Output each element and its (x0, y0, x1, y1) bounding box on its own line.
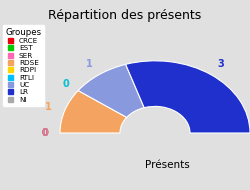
Text: 1: 1 (45, 102, 52, 112)
Wedge shape (126, 61, 250, 133)
Legend: CRCE, EST, SER, RDSE, RDPI, RTLI, UC, LR, NI: CRCE, EST, SER, RDSE, RDPI, RTLI, UC, LR… (2, 25, 44, 106)
Wedge shape (60, 91, 127, 133)
Text: Répartition des présents: Répartition des présents (48, 9, 202, 22)
Wedge shape (78, 64, 144, 117)
Text: 0: 0 (42, 128, 48, 138)
Text: 0: 0 (63, 79, 70, 89)
Text: 1: 1 (86, 59, 92, 69)
Text: 0: 0 (42, 128, 48, 138)
Text: 3: 3 (218, 59, 224, 69)
Text: 0: 0 (42, 128, 48, 138)
Text: Présents: Présents (145, 160, 190, 170)
Text: 0: 0 (63, 79, 70, 89)
